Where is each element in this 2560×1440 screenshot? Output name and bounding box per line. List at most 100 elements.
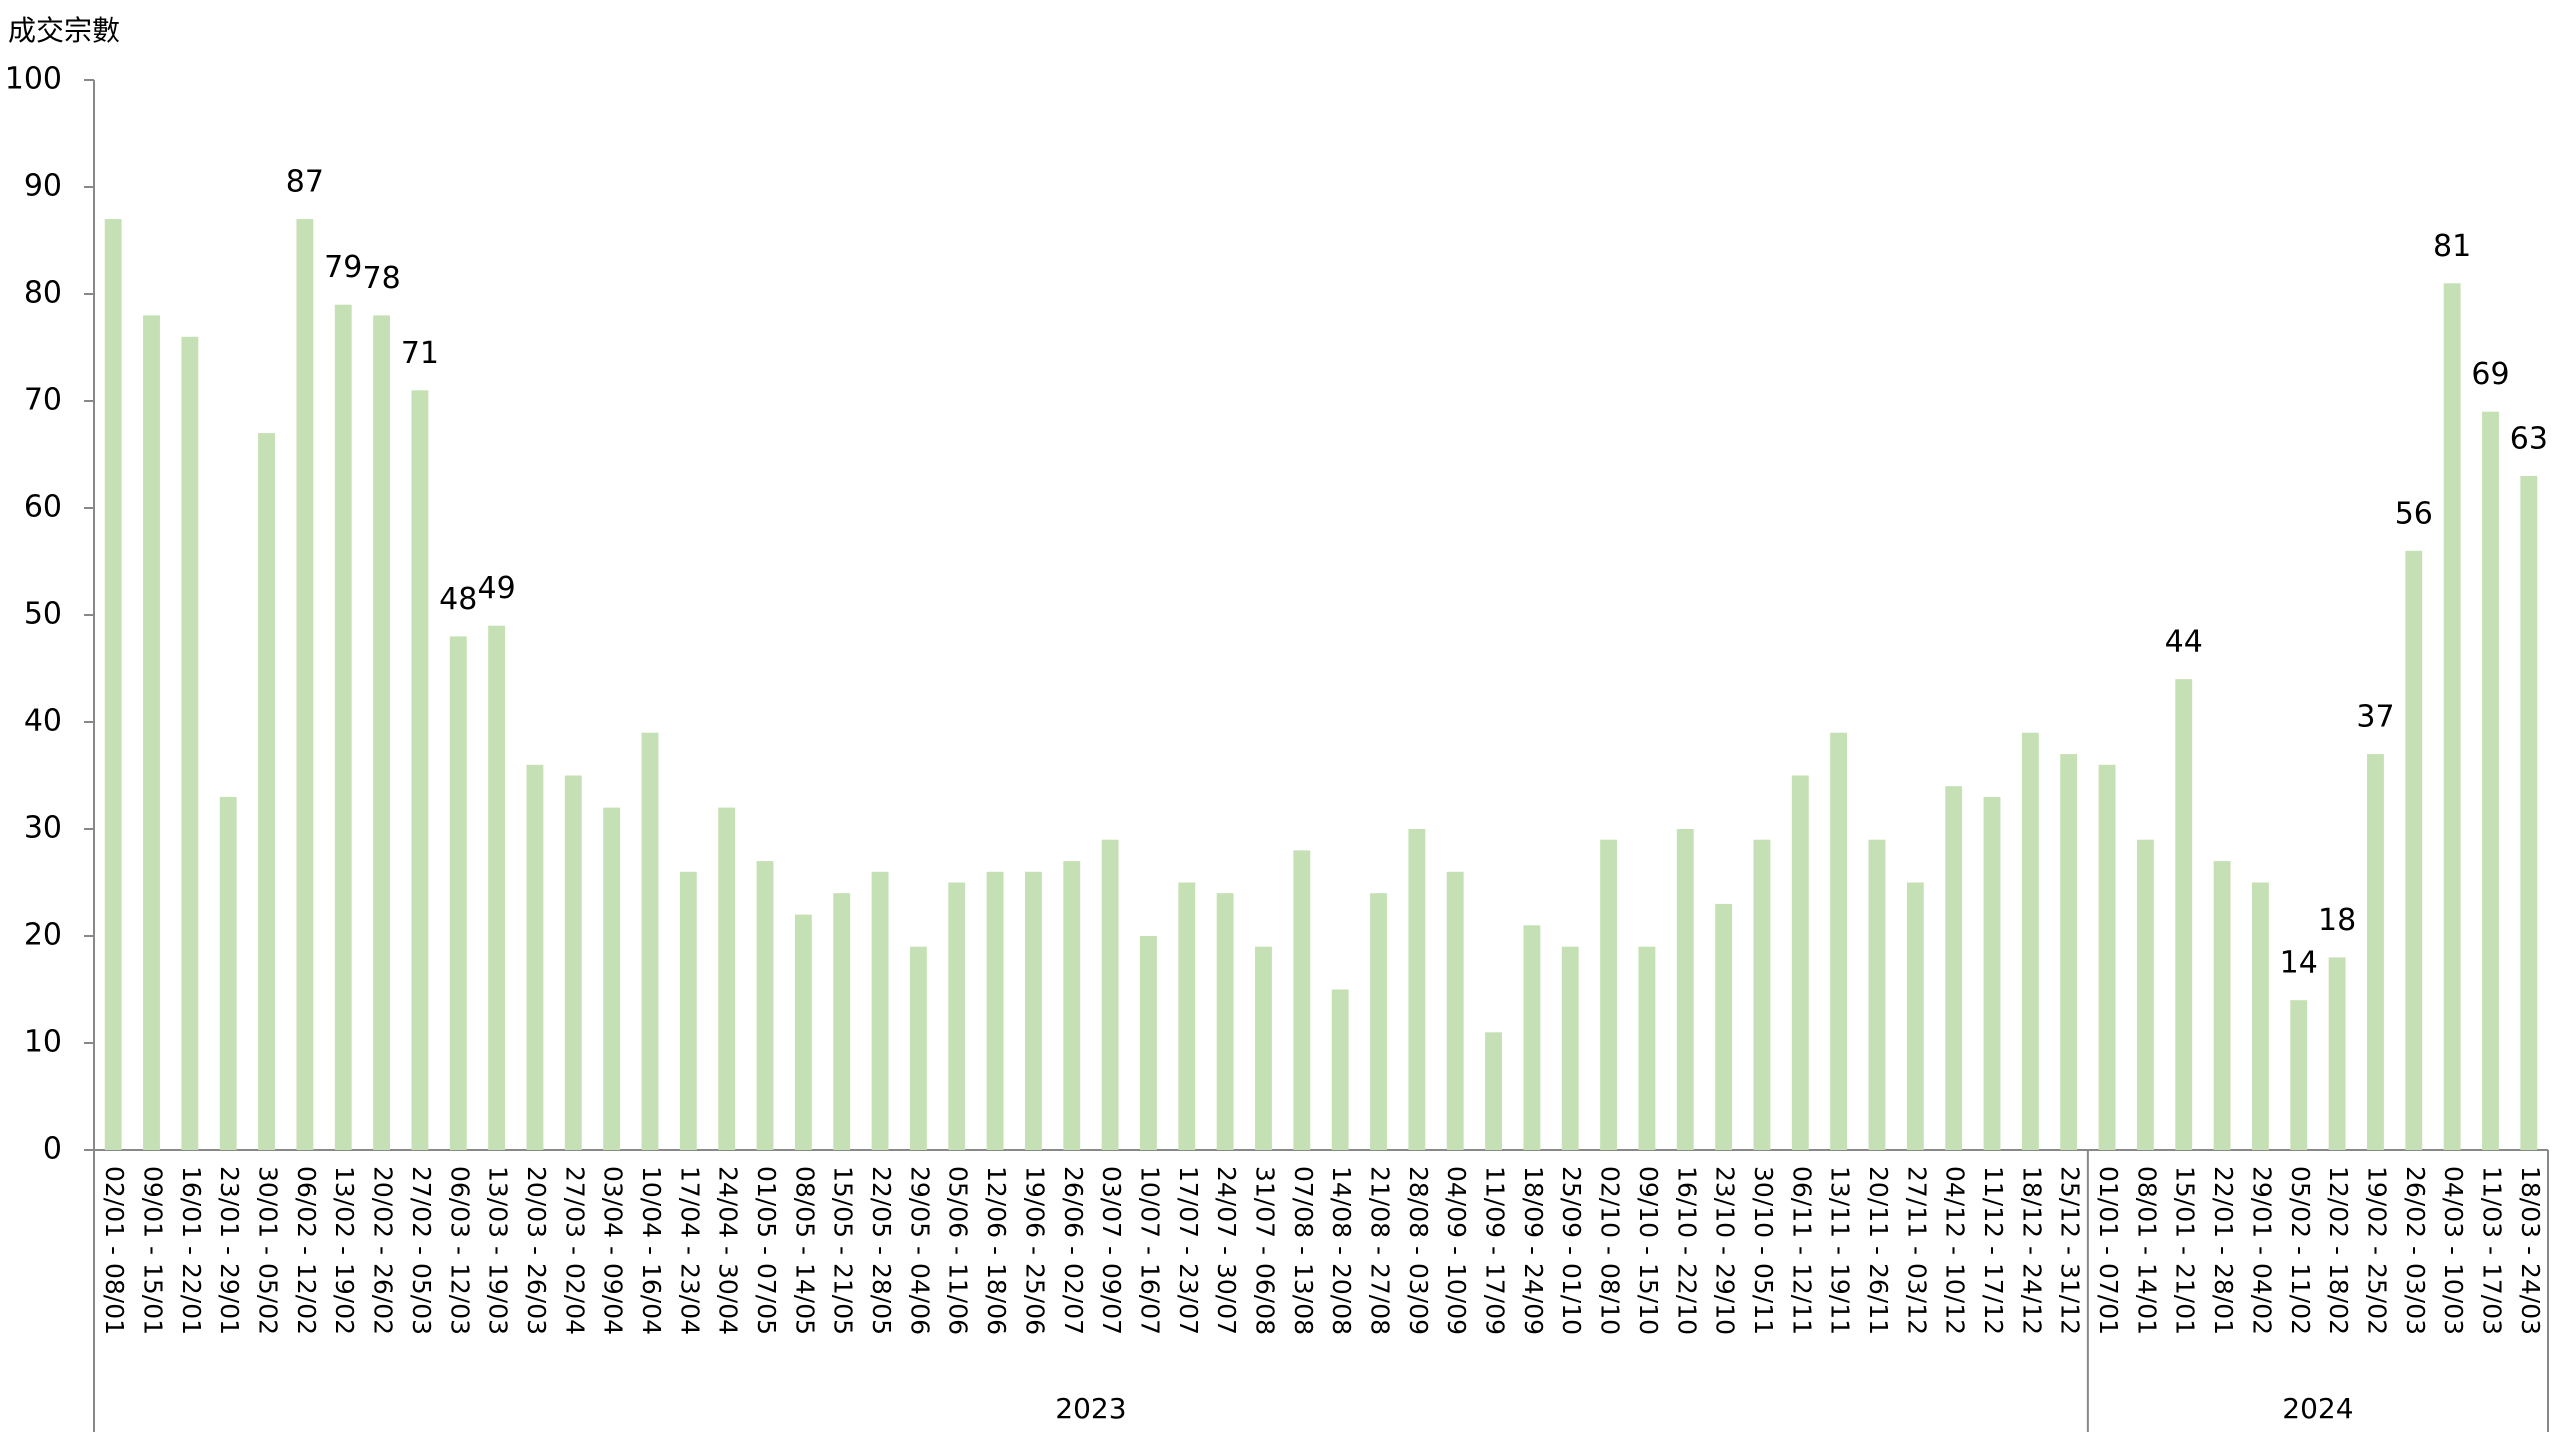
x-tick-label: 06/11 - 12/11 [1787,1166,1816,1335]
x-tick-label: 26/06 - 02/07 [1059,1166,1088,1335]
data-label: 14 [2280,946,2318,981]
x-tick-label: 02/10 - 08/10 [1596,1166,1625,1335]
x-tick-label: 28/08 - 03/09 [1404,1166,1433,1335]
bar [2405,550,2423,1150]
x-tick-label: 16/10 - 22/10 [1672,1166,1701,1335]
bar [833,893,851,1150]
x-tick-label: 23/10 - 29/10 [1711,1166,1740,1335]
x-tick-label: 09/01 - 15/01 [139,1166,168,1335]
bar [1446,871,1464,1150]
x-tick-label: 10/04 - 16/04 [637,1166,666,1335]
bar [411,390,429,1150]
y-tick-label: 80 [24,276,62,311]
bar [871,871,889,1150]
bar [143,315,160,1150]
x-tick-label: 04/03 - 10/03 [2439,1166,2468,1335]
y-tick-label: 10 [24,1025,62,1060]
bar [296,219,314,1151]
data-label: 18 [2318,903,2356,938]
bar [334,304,352,1150]
bar [1523,925,1541,1150]
bar [794,914,812,1150]
bar [2213,861,2231,1150]
bar [1408,829,1426,1150]
x-tick-label: 21/08 - 27/08 [1366,1166,1395,1335]
x-tick-label: 11/12 - 17/12 [1979,1166,2008,1335]
bar [679,871,697,1150]
x-tick-label: 18/09 - 24/09 [1519,1166,1548,1335]
x-tick-label: 27/03 - 02/04 [560,1166,589,1335]
x-tick-label: 18/03 - 24/03 [2516,1166,2545,1335]
x-tick-label: 20/03 - 26/03 [522,1166,551,1335]
bar [449,636,467,1150]
bar [1945,786,1963,1150]
x-tick-label: 14/08 - 20/08 [1327,1166,1356,1335]
y-tick-label: 100 [5,62,62,97]
bar [1906,882,1924,1150]
bar [373,315,391,1150]
data-label: 78 [362,261,400,296]
data-label: 49 [478,571,516,606]
bar [986,871,1004,1150]
x-tick-label: 11/03 - 17/03 [2477,1166,2506,1335]
bar [641,732,659,1150]
bar [2328,957,2346,1150]
x-tick-label: 20/11 - 26/11 [1864,1166,1893,1335]
bar [1715,903,1733,1150]
x-tick-label: 03/07 - 09/07 [1097,1166,1126,1335]
x-tick-label: 01/05 - 07/05 [752,1166,781,1335]
bar [1676,829,1694,1150]
bar [2098,764,2116,1150]
y-tick-label: 20 [24,918,62,953]
bar [1024,871,1042,1150]
bar [1370,893,1387,1150]
data-label: 37 [2356,700,2394,735]
x-tick-label: 23/01 - 29/01 [215,1166,244,1335]
bar [2060,754,2078,1150]
bar [1063,861,1081,1150]
x-tick-label: 20/02 - 26/02 [369,1166,398,1335]
x-tick-label: 05/02 - 11/02 [2286,1166,2315,1335]
bar [488,625,506,1150]
x-tick-label: 10/07 - 16/07 [1135,1166,1164,1335]
bar [2175,679,2193,1150]
bar [1638,946,1656,1150]
x-tick-label: 30/10 - 05/11 [1749,1166,1778,1335]
bar [2443,283,2461,1150]
x-tick-label: 15/01 - 21/01 [2171,1166,2200,1335]
x-tick-label: 25/12 - 31/12 [2056,1166,2085,1335]
y-tick-label: 90 [24,169,62,204]
bar [2021,732,2039,1150]
x-tick-label: 13/03 - 19/03 [484,1166,513,1335]
x-tick-label: 30/01 - 05/02 [254,1166,283,1335]
x-tick-label: 18/12 - 24/12 [2017,1166,2046,1335]
group-label: 2024 [2282,1392,2353,1425]
x-tick-label: 09/10 - 15/10 [1634,1166,1663,1335]
bar [1255,946,1272,1150]
x-tick-label: 04/09 - 10/09 [1442,1166,1471,1335]
bar [2290,1000,2308,1150]
bar [756,861,774,1150]
x-tick-label: 29/05 - 04/06 [905,1166,934,1335]
bar [1561,946,1579,1150]
bar [181,336,199,1150]
x-tick-label: 25/09 - 01/10 [1557,1166,1586,1335]
bar [2520,475,2538,1150]
bar [718,807,736,1150]
bar [1830,732,1848,1150]
x-tick-label: 17/04 - 23/04 [675,1166,704,1335]
bar [2367,754,2384,1150]
data-label: 56 [2395,496,2433,531]
x-tick-label: 19/06 - 25/06 [1020,1166,1049,1335]
y-tick-label: 0 [43,1132,62,1167]
x-tick-label: 31/07 - 06/08 [1250,1166,1279,1335]
bar [219,796,237,1150]
x-tick-label: 04/12 - 10/12 [1941,1166,1970,1335]
x-tick-label: 27/11 - 03/12 [1902,1166,1931,1335]
bar [258,433,275,1151]
x-tick-label: 15/05 - 21/05 [829,1166,858,1335]
group-label: 2023 [1055,1392,1126,1425]
bar [603,807,621,1150]
x-tick-label: 06/02 - 12/02 [292,1166,321,1335]
bar [1293,850,1311,1150]
